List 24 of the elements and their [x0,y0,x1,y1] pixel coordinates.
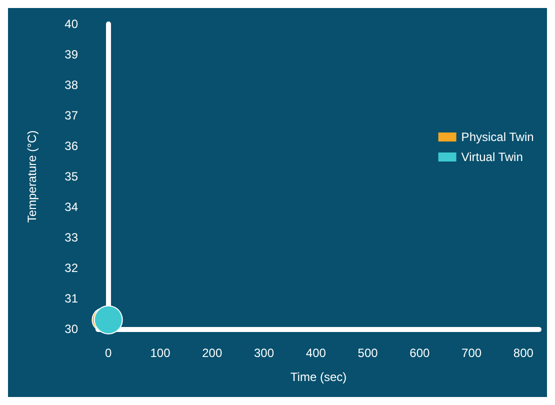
y-tick-label: 40 [64,17,78,31]
y-tick-label: 39 [64,48,78,62]
x-axis-title: Time (sec) [290,370,347,384]
x-tick-label: 300 [254,346,274,360]
y-axis-title: Temperature (°C) [25,130,39,223]
y-tick-label: 31 [64,292,78,306]
y-tick-label: 32 [64,261,78,275]
x-tick-label: 0 [105,346,112,360]
y-tick-label: 35 [64,170,78,184]
y-tick-label: 36 [64,139,78,153]
x-tick-label: 200 [202,346,222,360]
x-tick-label: 800 [513,346,534,360]
x-tick-label: 600 [410,346,430,360]
x-tick-label: 700 [462,346,482,360]
y-tick-label: 30 [64,322,78,336]
x-tick-label: 100 [150,346,171,360]
y-tick-label: 38 [64,78,78,92]
y-tick-label: 37 [64,108,78,122]
y-tick-label: 34 [64,200,78,214]
y-tick-label: 33 [64,230,78,244]
x-tick-label: 500 [358,346,378,360]
legend-label: Virtual Twin [461,150,523,164]
legend-label: Physical Twin [461,130,534,144]
x-tick-label: 400 [306,346,326,360]
